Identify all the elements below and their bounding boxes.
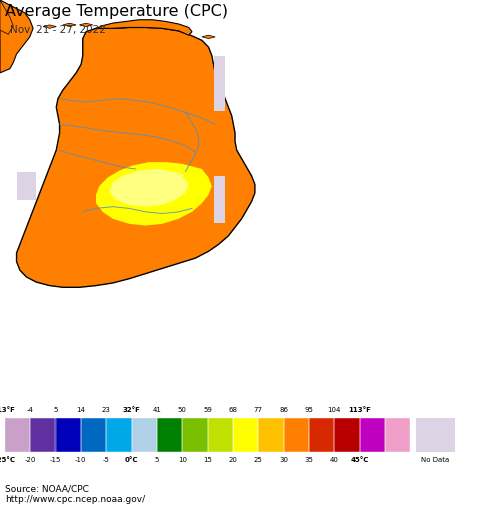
- Text: 30: 30: [279, 457, 288, 463]
- Bar: [309, 418, 335, 452]
- Polygon shape: [43, 25, 56, 28]
- Bar: [207, 418, 233, 452]
- Bar: [182, 418, 207, 452]
- Bar: [284, 418, 309, 452]
- Bar: [30, 418, 56, 452]
- Polygon shape: [16, 27, 255, 287]
- Bar: [106, 418, 132, 452]
- Text: Source: NOAA/CPC
http://www.cpc.ncep.noaa.gov/: Source: NOAA/CPC http://www.cpc.ncep.noa…: [5, 484, 145, 504]
- Bar: [309, 418, 335, 452]
- Text: 50: 50: [178, 407, 187, 413]
- Polygon shape: [0, 0, 33, 73]
- Bar: [56, 418, 81, 452]
- Bar: [56, 418, 81, 452]
- Polygon shape: [214, 176, 225, 223]
- Polygon shape: [214, 56, 225, 112]
- Bar: [81, 418, 106, 452]
- Text: 5: 5: [155, 457, 159, 463]
- Bar: [385, 418, 410, 452]
- Bar: [132, 418, 157, 452]
- Bar: [258, 418, 284, 452]
- Text: -4: -4: [27, 407, 34, 413]
- Text: 15: 15: [203, 457, 212, 463]
- Bar: [5, 418, 30, 452]
- Text: No Data: No Data: [421, 457, 449, 463]
- Bar: [157, 418, 182, 452]
- Text: -25°C: -25°C: [0, 457, 15, 463]
- Bar: [385, 418, 410, 452]
- Text: 40: 40: [330, 457, 339, 463]
- Text: 23: 23: [102, 407, 110, 413]
- Text: -10: -10: [75, 457, 86, 463]
- Text: Nov. 21 - 27, 2022: Nov. 21 - 27, 2022: [10, 25, 106, 35]
- Polygon shape: [96, 20, 192, 35]
- Text: 35: 35: [305, 457, 313, 463]
- Bar: [81, 418, 106, 452]
- Bar: [207, 418, 233, 452]
- Text: 0°C: 0°C: [125, 457, 138, 463]
- Text: 32°F: 32°F: [122, 407, 141, 413]
- Bar: [30, 418, 56, 452]
- Text: 104: 104: [328, 407, 341, 413]
- Bar: [335, 418, 360, 452]
- Bar: [5, 418, 30, 452]
- Bar: [258, 418, 284, 452]
- Bar: [416, 418, 455, 452]
- Text: 5: 5: [53, 407, 58, 413]
- Polygon shape: [63, 23, 76, 27]
- Text: -5: -5: [103, 457, 109, 463]
- Text: Average Temperature (CPC): Average Temperature (CPC): [5, 4, 228, 19]
- Bar: [182, 418, 207, 452]
- Polygon shape: [80, 23, 93, 27]
- Text: 45°C: 45°C: [350, 457, 369, 463]
- Bar: [284, 418, 309, 452]
- Text: 10: 10: [178, 457, 187, 463]
- Text: -13°F: -13°F: [0, 407, 15, 413]
- Bar: [106, 418, 132, 452]
- Bar: [233, 418, 258, 452]
- Polygon shape: [109, 169, 189, 207]
- Polygon shape: [0, 0, 13, 34]
- Bar: [233, 418, 258, 452]
- Text: 68: 68: [228, 407, 238, 413]
- Text: 77: 77: [254, 407, 263, 413]
- Polygon shape: [16, 172, 36, 200]
- Text: 14: 14: [76, 407, 85, 413]
- Bar: [132, 418, 157, 452]
- Polygon shape: [96, 162, 212, 226]
- Text: -20: -20: [24, 457, 36, 463]
- Text: 41: 41: [153, 407, 161, 413]
- Polygon shape: [202, 35, 215, 38]
- Text: 113°F: 113°F: [348, 407, 371, 413]
- Bar: [335, 418, 360, 452]
- Text: -15: -15: [50, 457, 61, 463]
- Text: 25: 25: [254, 457, 263, 463]
- Text: 86: 86: [279, 407, 288, 413]
- Bar: [360, 418, 385, 452]
- Bar: [360, 418, 385, 452]
- Bar: [157, 418, 182, 452]
- Text: 59: 59: [203, 407, 212, 413]
- Text: 20: 20: [228, 457, 238, 463]
- Text: 95: 95: [305, 407, 313, 413]
